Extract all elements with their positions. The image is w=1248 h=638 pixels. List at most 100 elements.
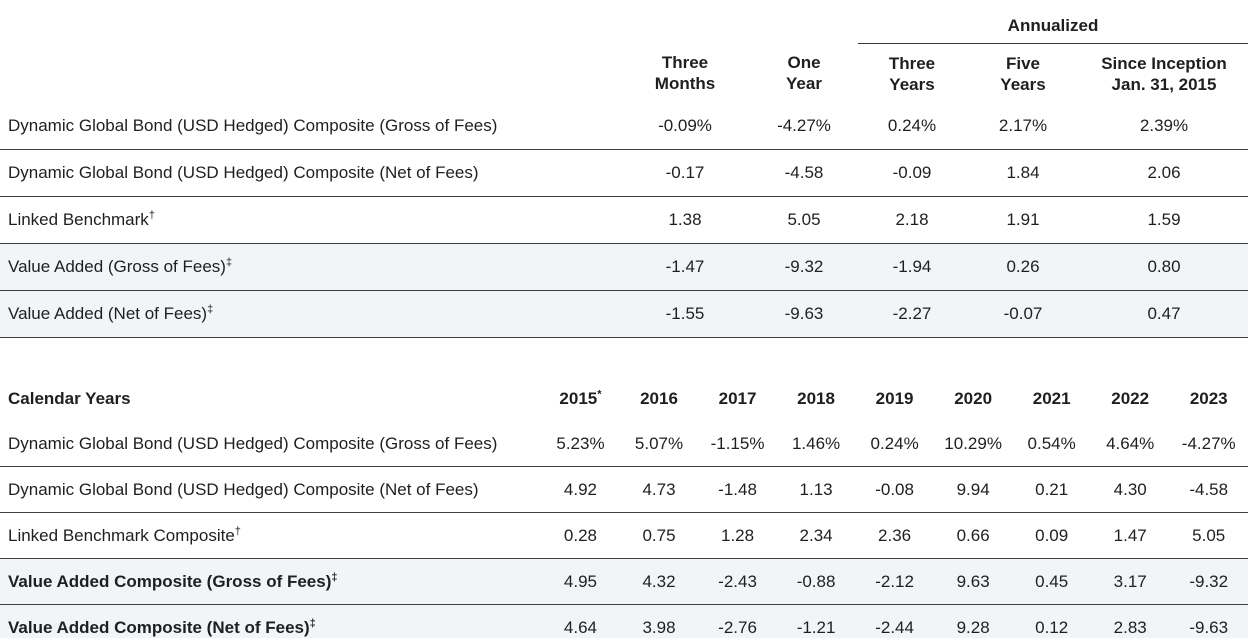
year-header-2016: 2016 — [620, 376, 699, 421]
row-label-text: Value Added (Gross of Fees) — [8, 257, 226, 276]
cell-value: 2.39% — [1080, 103, 1248, 150]
cell-value: 0.54% — [1012, 421, 1091, 467]
year-header-2023: 2023 — [1169, 376, 1248, 421]
cell-value: -2.44 — [855, 604, 934, 638]
calendar-years-label: Calendar Years — [8, 388, 131, 408]
cell-value: -1.48 — [698, 466, 777, 513]
cell-value: 1.59 — [1080, 196, 1248, 244]
cell-value: 0.66 — [933, 512, 1013, 559]
cell-value: 0.26 — [966, 243, 1080, 291]
cell-value: -9.63 — [1169, 604, 1248, 638]
cell-value: 3.17 — [1090, 558, 1170, 605]
column-header-line: One — [787, 53, 821, 73]
table-row-composite-gross: Dynamic Global Bond (USD Hedged) Composi… — [0, 103, 1248, 150]
year-text: 2021 — [1032, 388, 1071, 408]
year-header-2019: 2019 — [855, 376, 934, 421]
year-header-2017: 2017 — [698, 376, 777, 421]
cell-value: 2.06 — [1080, 149, 1248, 197]
cell-value: 0.24% — [855, 421, 934, 467]
cell-value: -0.07 — [966, 290, 1080, 338]
cell-value: 0.12 — [1012, 604, 1091, 638]
row-label-text: Value Added Composite (Gross of Fees) — [8, 571, 332, 591]
year-header-2021: 2021 — [1012, 376, 1091, 421]
footnote-mark: ‡ — [225, 256, 233, 269]
cell-value: 0.75 — [619, 512, 699, 559]
row-label: Dynamic Global Bond (USD Hedged) Composi… — [0, 421, 542, 467]
column-header-line: Months — [654, 74, 716, 94]
cell-value: 4.92 — [541, 466, 620, 513]
cell-value: -2.43 — [698, 558, 777, 605]
column-header-line: Three — [888, 53, 936, 73]
row-label-text: Value Added Composite (Net of Fees) — [8, 617, 310, 637]
table-row-composite-gross-calendar: Dynamic Global Bond (USD Hedged) Composi… — [0, 421, 1248, 467]
cell-value: -9.32 — [750, 243, 858, 291]
footnote-mark: † — [234, 524, 241, 537]
column-header-line: Year — [786, 74, 822, 94]
cell-value: 1.28 — [698, 512, 777, 559]
footnote-mark: ‡ — [309, 616, 316, 629]
row-label: Dynamic Global Bond (USD Hedged) Composi… — [0, 466, 542, 513]
header-spacer — [0, 0, 620, 44]
cell-value: -0.08 — [855, 466, 934, 513]
cell-value: 2.83 — [1090, 604, 1170, 638]
year-text: 2023 — [1189, 388, 1228, 408]
row-label-text: Value Added (Net of Fees) — [8, 304, 208, 323]
table-row-composite-net: Dynamic Global Bond (USD Hedged) Composi… — [0, 149, 1248, 197]
row-label-text: Linked Benchmark — [8, 210, 149, 229]
cell-value: -1.55 — [620, 290, 750, 338]
column-header-three-years: Three Years — [858, 44, 966, 104]
table-row-value-added-gross: Value Added (Gross of Fees)‡ -1.47 -9.32… — [0, 243, 1248, 291]
cell-value: 4.64% — [1090, 421, 1170, 467]
footnote-mark: † — [148, 209, 155, 222]
row-label: Dynamic Global Bond (USD Hedged) Composi… — [0, 103, 620, 150]
row-label: Value Added (Gross of Fees)‡ — [0, 243, 620, 291]
cell-value: 2.17% — [966, 103, 1080, 150]
year-text: 2020 — [954, 388, 993, 408]
cell-value: -1.47 — [620, 243, 750, 291]
row-label-text: Dynamic Global Bond (USD Hedged) Composi… — [8, 116, 498, 135]
cell-value: 1.13 — [776, 466, 856, 513]
row-label: Dynamic Global Bond (USD Hedged) Composi… — [0, 149, 620, 197]
cell-value: 0.47 — [1080, 290, 1248, 338]
cell-value: 0.24% — [858, 103, 966, 150]
cell-value: 1.91 — [966, 196, 1080, 244]
cell-value: -2.76 — [698, 604, 777, 638]
calendar-header-row: Calendar Years 2015* 2016 2017 2018 2019… — [0, 376, 1248, 421]
trailing-performance-table: Annualized Three Months One Year Three Year… — [0, 0, 1248, 338]
cell-value: 9.94 — [933, 466, 1013, 513]
cell-value: -0.09 — [858, 149, 966, 197]
column-header-since-inception: Since Inception Jan. 31, 2015 — [1080, 44, 1248, 104]
table-row-linked-benchmark: Linked Benchmark† 1.38 5.05 2.18 1.91 1.… — [0, 196, 1248, 244]
table-row-composite-net-calendar: Dynamic Global Bond (USD Hedged) Composi… — [0, 466, 1248, 513]
column-header-line: Three — [661, 53, 709, 73]
cell-value: 4.30 — [1090, 466, 1170, 513]
cell-value: 0.09 — [1012, 512, 1091, 559]
column-header-line: Years — [1000, 74, 1046, 94]
cell-value: 2.36 — [855, 512, 934, 559]
row-label: Value Added Composite (Gross of Fees)‡ — [0, 558, 542, 605]
cell-value: -9.63 — [750, 290, 858, 338]
year-text: 2015 — [559, 388, 598, 408]
cell-value: 2.34 — [776, 512, 856, 559]
cell-value: 3.98 — [619, 604, 699, 638]
table-row-value-added-composite-gross: Value Added Composite (Gross of Fees)‡ 4… — [0, 558, 1248, 605]
period-header-row: Three Months One Year Three Years Five Years… — [0, 44, 1248, 104]
column-header-line: Five — [1005, 53, 1041, 73]
cell-value: 0.45 — [1012, 558, 1091, 605]
cell-value: -4.58 — [1169, 466, 1248, 513]
cell-value: -1.15% — [698, 421, 777, 467]
cell-value: 5.07% — [619, 421, 699, 467]
table-row-value-added-net: Value Added (Net of Fees)‡ -1.55 -9.63 -… — [0, 290, 1248, 338]
year-text: 2017 — [718, 388, 757, 408]
column-header-three-months: Three Months — [620, 44, 750, 104]
cell-value: 9.63 — [933, 558, 1013, 605]
row-label-text: Dynamic Global Bond (USD Hedged) Composi… — [8, 163, 479, 182]
cell-value: -2.27 — [858, 290, 966, 338]
cell-value: -2.12 — [855, 558, 934, 605]
year-header-2015: 2015* — [541, 376, 620, 421]
footnote-mark: * — [597, 387, 602, 400]
row-label-text: Dynamic Global Bond (USD Hedged) Composi… — [8, 479, 479, 499]
cell-value: 4.73 — [619, 466, 699, 513]
year-text: 2019 — [875, 388, 914, 408]
